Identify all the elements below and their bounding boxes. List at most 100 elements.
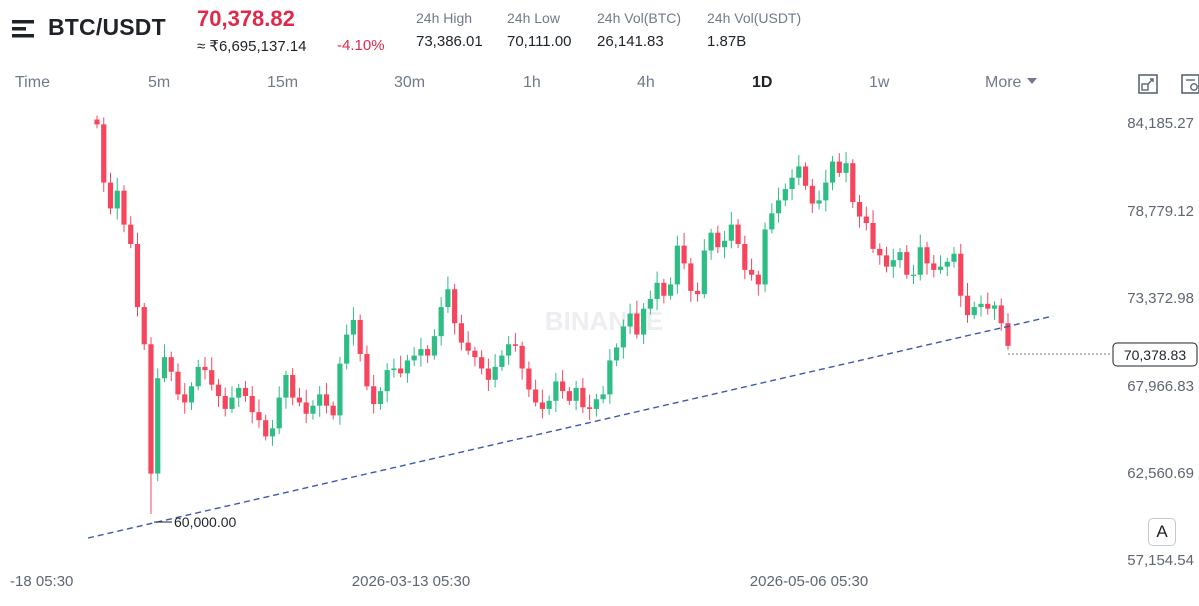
candle-body [667, 284, 674, 296]
timeframe-30m[interactable]: 30m [394, 74, 426, 91]
candle-body [964, 295, 971, 316]
candle-body [256, 412, 262, 421]
x-tick-label: -18 05:30 [10, 573, 73, 590]
timeframe-5m[interactable]: 5m [148, 74, 171, 91]
candle-body [121, 190, 127, 225]
candle-body [364, 353, 370, 387]
candle-body [155, 378, 161, 474]
candle-body [175, 371, 181, 395]
current-price-label: 70,378.83 [1124, 347, 1186, 363]
stat-value-24h-vol-btc: 26,141.83 [597, 33, 664, 50]
candle-body [438, 307, 444, 337]
candle-body [809, 185, 815, 204]
menu-icon[interactable] [12, 18, 38, 40]
candle-body [775, 200, 782, 214]
candle-body [317, 394, 323, 406]
candle-body [735, 224, 741, 245]
candle-body [721, 240, 728, 248]
candle-body [937, 266, 944, 270]
candle-body [371, 386, 377, 405]
candle-body [512, 344, 518, 346]
stat-value-24h-vol-usdt: 1.87B [707, 33, 747, 50]
candle-body [661, 282, 667, 296]
candle-body [276, 397, 282, 429]
stat-label-24h-low: 24h Low [507, 10, 560, 26]
candle-body [526, 368, 532, 390]
timeframe-1h[interactable]: 1h [523, 74, 541, 91]
candle-body [748, 269, 755, 275]
candle-body [870, 222, 876, 249]
candle-body [350, 319, 357, 335]
candle-body [323, 394, 330, 406]
candle-body [843, 163, 849, 173]
candle-body [883, 255, 890, 267]
trendline[interactable] [87, 315, 1054, 539]
y-tick-label: 57,154.54 [1127, 552, 1194, 569]
fiat-price: ≈ ₹6,695,137.14 [197, 38, 307, 55]
candle-body [796, 166, 802, 178]
candle-body [951, 253, 957, 262]
ticker-header: BTC/USDT 70,378.82 ≈ ₹6,695,137.14 -4.10… [0, 0, 1199, 62]
candle-body [836, 161, 842, 173]
expand-icon[interactable] [1137, 73, 1159, 95]
candle-body [182, 394, 188, 403]
candle-body [458, 323, 464, 343]
candle-body [391, 368, 397, 371]
candle-body [958, 253, 964, 296]
candle-body [229, 397, 235, 409]
candle-body [242, 387, 249, 396]
timeframe-1w[interactable]: 1w [869, 74, 890, 91]
candle-body [904, 252, 910, 275]
candle-body [802, 166, 809, 186]
candle-body [533, 389, 539, 403]
candle-body [330, 405, 336, 416]
candle-body [593, 399, 599, 409]
low-marker-label: 60,000.00 [174, 514, 236, 530]
settings-icon[interactable] [1180, 73, 1199, 95]
candle-body [222, 395, 228, 409]
candle-body [620, 326, 626, 348]
timeframe-4h[interactable]: 4h [637, 74, 655, 91]
candle-body [546, 400, 552, 409]
timeframe-1d[interactable]: 1D [752, 74, 773, 91]
more-timeframes-dropdown[interactable]: More [985, 74, 1038, 92]
candle-body [465, 342, 471, 351]
candle-body [411, 355, 417, 361]
candle-body [769, 213, 775, 230]
pair-symbol[interactable]: BTC/USDT [48, 14, 166, 40]
candle-body [1005, 323, 1011, 346]
candle-body [519, 345, 525, 369]
candle-body [249, 395, 255, 413]
stat-value-24h-high: 73,386.01 [416, 33, 483, 50]
timeframe-15m[interactable]: 15m [267, 74, 299, 91]
candle-body [337, 363, 343, 416]
candle-body [195, 366, 201, 387]
candle-body [263, 420, 269, 437]
candlestick-chart[interactable]: BINANCE 60,000.00 70,378.83 84,185.27 78… [0, 100, 1199, 606]
candle-body [141, 307, 147, 345]
candle-body [357, 319, 363, 354]
candle-body [917, 247, 923, 275]
candle-body [715, 232, 721, 248]
candle-body [823, 182, 829, 201]
candle-body [303, 402, 309, 414]
time-button[interactable]: Time [15, 74, 50, 91]
candle-body [209, 370, 215, 385]
candle-body [985, 303, 991, 309]
candle-body [94, 119, 100, 125]
candle-body [600, 394, 606, 400]
candle-body [587, 407, 593, 409]
auto-scale-button[interactable]: A [1148, 518, 1176, 546]
candle-body [107, 182, 114, 209]
candle-body [654, 282, 660, 299]
candle-body [647, 298, 653, 309]
candle-body [377, 391, 384, 405]
candle-body [688, 263, 694, 291]
candle-body [742, 244, 748, 270]
stat-label-24h-high: 24h High [416, 10, 473, 26]
y-tick-label: 78,779.12 [1127, 203, 1194, 220]
candle-body [782, 189, 788, 201]
y-tick-label: 67,966.83 [1127, 378, 1194, 395]
candle-body [627, 313, 633, 327]
candle-body [445, 289, 451, 308]
